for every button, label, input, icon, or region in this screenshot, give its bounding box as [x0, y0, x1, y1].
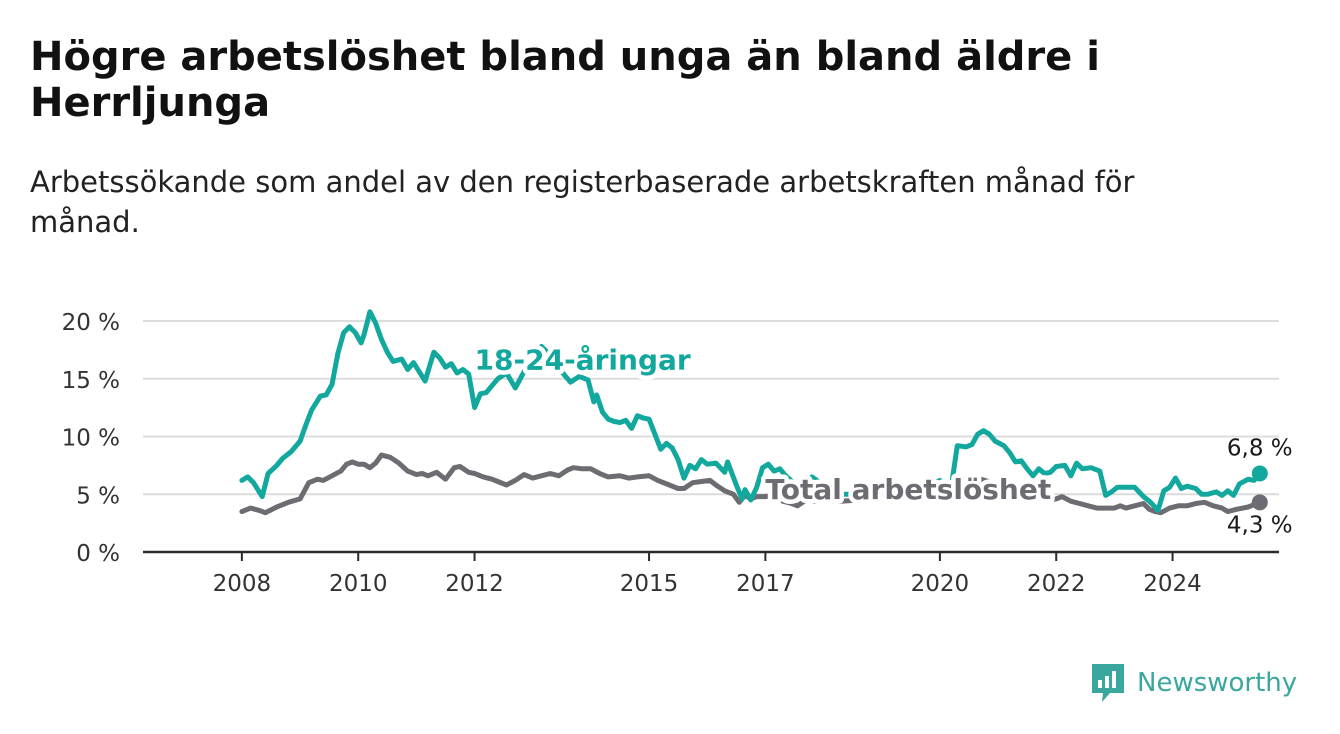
end-point-marker: [1251, 465, 1268, 482]
series-label-halo: Total arbetslöshet: [765, 473, 1051, 506]
x-tick-label: 2020: [911, 571, 970, 597]
end-value-label: 6,8 %: [1227, 435, 1293, 461]
newsworthy-brand[interactable]: Newsworthy: [1089, 661, 1297, 705]
chart-subtitle: Arbetssökande som andel av den registerb…: [30, 165, 1135, 239]
x-tick-label: 2017: [736, 571, 795, 597]
brand-name: Newsworthy: [1137, 668, 1298, 698]
y-tick-label: 15 %: [62, 368, 120, 394]
chart-title: Högre arbetslöshet bland unga än bland ä…: [30, 34, 1100, 126]
end-value-label: 4,3 %: [1227, 512, 1293, 538]
x-tick-label: 2008: [213, 571, 272, 597]
series-label: Total arbetslöshet: [765, 473, 1051, 506]
series-line: [239, 309, 1263, 513]
y-tick-label: 10 %: [62, 426, 120, 452]
line-chart: 0 % 5 % 10 % 15 % 20 % 2008 2010 2012 2015 2017 20…: [62, 309, 1293, 597]
x-tick-label: 2012: [445, 571, 504, 597]
y-tick-label: 0 %: [76, 541, 120, 567]
y-tick-label: 5 %: [76, 483, 120, 509]
series-line: [239, 452, 1263, 516]
x-tick-label: 2015: [620, 571, 679, 597]
series-label: 18-24-åringar: [475, 344, 691, 377]
y-tick-label: 20 %: [62, 310, 120, 336]
end-point-marker: [1251, 494, 1268, 511]
series-label-halo: 18-24-åringar: [475, 344, 691, 377]
x-tick-label: 2010: [329, 571, 388, 597]
bar-chart-logo-icon: [1092, 664, 1124, 702]
x-tick-label: 2022: [1027, 571, 1086, 597]
x-tick-label: 2024: [1143, 571, 1202, 597]
